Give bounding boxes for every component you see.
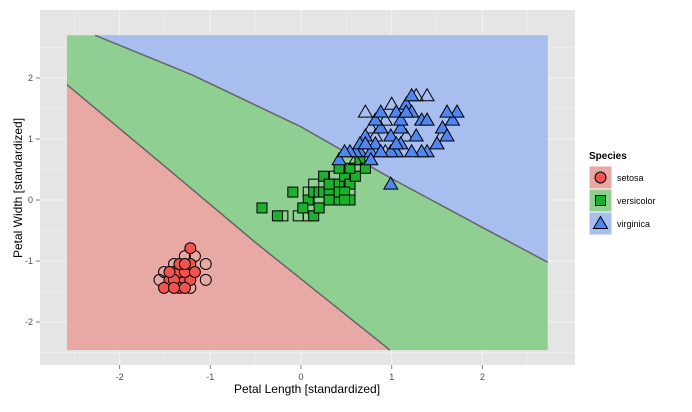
point-versicolor xyxy=(297,202,309,214)
point-setosa xyxy=(158,281,171,294)
test-point-virginica xyxy=(362,120,379,134)
point-versicolor xyxy=(323,178,335,190)
point-virginica xyxy=(403,143,420,158)
x-tick-label: 2 xyxy=(480,372,485,382)
point-setosa xyxy=(188,265,201,278)
y-tick-label: -1 xyxy=(25,256,33,266)
test-point-setosa xyxy=(199,258,212,271)
point-versicolor xyxy=(344,162,356,174)
point-versicolor xyxy=(256,202,268,214)
point-setosa xyxy=(178,258,191,271)
test-point-virginica xyxy=(357,104,374,118)
point-virginica xyxy=(439,127,455,142)
point-virginica xyxy=(336,143,353,158)
y-tick-label: -2 xyxy=(25,317,33,327)
point-virginica xyxy=(413,143,430,158)
y-tick-label: 2 xyxy=(28,73,33,83)
point-setosa xyxy=(163,265,176,278)
point-virginica xyxy=(388,135,405,150)
point-virginica xyxy=(382,143,399,158)
legend-title: Species xyxy=(589,151,627,162)
region-setosa xyxy=(66,84,390,351)
x-tick-label: 1 xyxy=(389,372,394,382)
point-virginica xyxy=(372,143,389,158)
point-versicolor xyxy=(339,194,351,206)
decision-regions xyxy=(66,34,549,351)
y-tick-label: 1 xyxy=(28,134,33,144)
legend-marker-virginica xyxy=(592,215,609,229)
point-virginica xyxy=(439,104,455,118)
point-virginica xyxy=(444,112,461,126)
y-axis-label: Petal Width [standardized] xyxy=(11,118,25,258)
legend-marker-versicolor xyxy=(595,195,606,206)
point-versicolor xyxy=(271,210,283,222)
point-versicolor xyxy=(323,194,335,206)
test-point-setosa xyxy=(199,273,212,286)
legend: Species setosa versicolor virginica xyxy=(588,151,656,236)
point-virginica xyxy=(449,104,465,118)
x-tick-label: -1 xyxy=(206,372,214,382)
point-versicolor xyxy=(287,186,299,198)
y-tick-label: 0 xyxy=(28,195,33,205)
axis-ticks: -2 -1 0 1 2 -2 -1 0 1 2 xyxy=(25,73,485,382)
test-point-virginica xyxy=(347,151,364,166)
point-virginica xyxy=(382,127,399,142)
point-setosa xyxy=(168,281,181,294)
point-virginica xyxy=(429,135,445,150)
point-virginica xyxy=(362,151,379,166)
point-setosa xyxy=(184,242,197,255)
point-versicolor xyxy=(313,202,325,214)
legend-label-versicolor: versicolor xyxy=(617,196,656,206)
point-virginica xyxy=(372,104,389,118)
x-tick-label: -2 xyxy=(116,372,124,382)
point-virginica xyxy=(392,112,409,126)
x-axis-label: Petal Length [standardized] xyxy=(234,382,380,396)
test-point-virginica xyxy=(377,112,394,126)
boundary-line xyxy=(66,84,391,351)
test-point-virginica xyxy=(383,96,400,110)
test-point-virginica xyxy=(398,127,415,142)
legend-label-setosa: setosa xyxy=(617,173,644,183)
point-setosa xyxy=(178,281,191,294)
point-virginica xyxy=(403,87,420,102)
data-points xyxy=(153,87,465,294)
legend-marker-setosa xyxy=(594,171,607,184)
point-virginica xyxy=(419,112,435,126)
point-virginica xyxy=(367,112,384,126)
point-virginica xyxy=(392,120,409,134)
point-virginica xyxy=(398,104,415,118)
point-virginica xyxy=(372,120,389,134)
test-point-virginica xyxy=(419,87,435,102)
point-virginica xyxy=(408,127,425,142)
point-virginica xyxy=(382,176,399,190)
point-virginica xyxy=(331,151,347,166)
point-virginica xyxy=(367,135,384,150)
point-virginica xyxy=(357,135,374,150)
x-tick-label: 0 xyxy=(298,372,303,382)
region-virginica xyxy=(95,35,548,263)
legend-label-virginica: virginica xyxy=(617,219,650,229)
